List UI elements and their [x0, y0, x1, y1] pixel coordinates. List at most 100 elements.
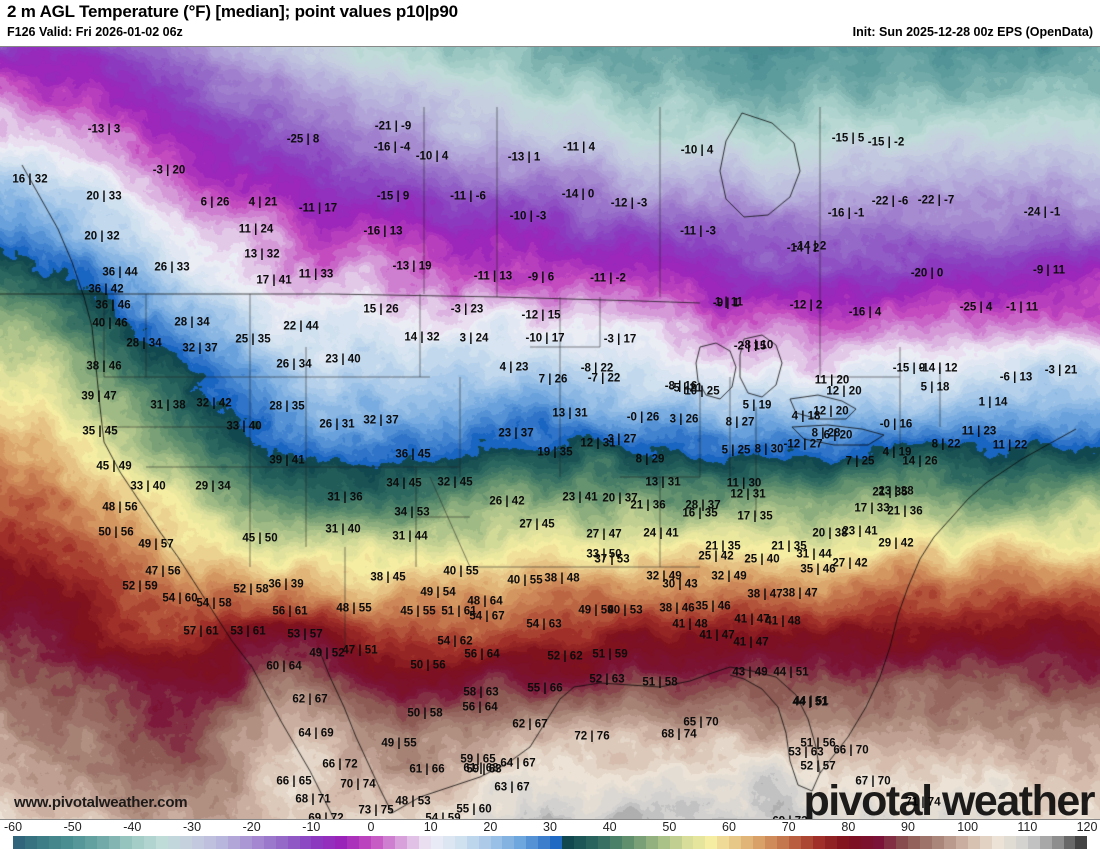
colorbar-segment [371, 836, 384, 849]
colorbar-segment [227, 836, 240, 849]
colorbar-segment [705, 836, 718, 849]
colorbar-segment [383, 836, 395, 849]
colorbar-tick-label: 90 [901, 820, 915, 834]
colorbar-segment [1027, 836, 1040, 849]
colorbar-tick-label: -50 [63, 820, 82, 834]
colorbar-segment [526, 836, 539, 849]
colorbar-segment [418, 836, 431, 849]
colorbar-ticks: -60 -50 -40 -30 -20 -10 0 10 20 30 40 50 60 70 80 90 100… [0, 820, 1100, 836]
colorbar-segment [1063, 836, 1076, 849]
colorbar-segment [24, 836, 37, 849]
colorbar-segment [1015, 836, 1028, 849]
colorbar-segment [251, 836, 264, 849]
colorbar-segment [36, 836, 49, 849]
colorbar-segment [311, 836, 324, 849]
colorbar-segment [681, 836, 694, 849]
colorbar-segment [215, 836, 228, 849]
colorbar-segment [550, 836, 563, 849]
colorbar-segment [395, 836, 407, 849]
valid-time-label: F126 Valid: Fri 2026-01-02 06z [7, 25, 183, 39]
colorbar-segment [741, 836, 754, 849]
colorbar-segment [239, 836, 252, 849]
colorbar-segment [48, 836, 61, 849]
colorbar-segment [586, 836, 598, 849]
map-raster-canvas [0, 47, 1100, 819]
colorbar-segment [96, 836, 109, 849]
colorbar-segment [180, 836, 193, 849]
colorbar-segment [299, 836, 312, 849]
colorbar-segment [645, 836, 658, 849]
colorbar-segment [991, 836, 1004, 849]
colorbar-tick-label: 0 [367, 820, 375, 834]
colorbar-segment [538, 836, 551, 849]
colorbar-segment [275, 836, 288, 849]
colorbar-segment [13, 836, 25, 849]
page-title: 2 m AGL Temperature (°F) [median]; point… [7, 2, 458, 21]
colorbar-segment [860, 836, 873, 849]
colorbar-segment [621, 836, 634, 849]
init-time-label: Init: Sun 2025-12-28 00z EPS (OpenData) [852, 25, 1093, 39]
colorbar-segment [657, 836, 670, 849]
colorbar-segment [168, 836, 181, 849]
colorbar-segment [753, 836, 766, 849]
colorbar-segment [765, 836, 777, 849]
colorbar-segment [490, 836, 503, 849]
colorbar-segment [956, 836, 968, 849]
colorbar-segment [693, 836, 706, 849]
colorbar-tick-label: 100 [957, 820, 979, 834]
colorbar-segment [944, 836, 957, 849]
colorbar-segment [908, 836, 921, 849]
colorbar-segment [335, 836, 348, 849]
colorbar-segment [156, 836, 169, 849]
colorbar-segment [932, 836, 945, 849]
colorbar-segment [454, 836, 467, 849]
colorbar-segment [669, 836, 682, 849]
colorbar-segment [132, 836, 145, 849]
colorbar-segment [609, 836, 622, 849]
temperature-map[interactable]: 16 | 32 -13 | 3 -3 | 20 20 | 33 6 | 26 4 | 21… [0, 46, 1100, 820]
colorbar-segment [848, 836, 861, 849]
colorbar-segment [1051, 836, 1064, 849]
colorbar-segment [359, 836, 372, 849]
colorbar-segment [788, 836, 801, 849]
colorbar-segment [884, 836, 897, 849]
colorbar-segment [60, 836, 73, 849]
colorbar-segment [430, 836, 443, 849]
map-header: 2 m AGL Temperature (°F) [median]; point… [0, 0, 1100, 46]
colorbar-segment [1039, 836, 1052, 849]
colorbar-segment [896, 836, 909, 849]
colorbar-segment [1075, 836, 1088, 849]
colorbar-tick-label: 80 [841, 820, 856, 834]
colorbar: -60 -50 -40 -30 -20 -10 0 10 20 30 40 50 60 70 80 90 100… [0, 820, 1100, 850]
colorbar-segment [562, 836, 575, 849]
brand-watermark: pivotal weather [803, 777, 1095, 820]
colorbar-segment [1003, 836, 1016, 849]
colorbar-tick-label: -10 [302, 820, 321, 834]
colorbar-tick-label: 120 [1076, 820, 1098, 834]
colorbar-segment [824, 836, 837, 849]
colorbar-segment [204, 836, 216, 849]
colorbar-segment [144, 836, 157, 849]
colorbar-tick-label: -20 [242, 820, 261, 834]
colorbar-segment [466, 836, 479, 849]
colorbar-segment [872, 836, 885, 849]
colorbar-segment [920, 836, 933, 849]
colorbar-tick-label: 110 [1017, 820, 1038, 834]
colorbar-segment [120, 836, 133, 849]
colorbar-segment [72, 836, 85, 849]
colorbar-tick-label: 40 [602, 820, 617, 834]
colorbar-segment [347, 836, 360, 849]
colorbar-segment [968, 836, 980, 849]
colorbar-segment [502, 836, 515, 849]
colorbar-segment [574, 836, 586, 849]
colorbar-segment [84, 836, 97, 849]
colorbar-segment [633, 836, 646, 849]
colorbar-segment [514, 836, 527, 849]
colorbar-tick-label: 70 [781, 820, 796, 834]
colorbar-segment [192, 836, 204, 849]
colorbar-segment [108, 836, 121, 849]
colorbar-tick-label: -40 [123, 820, 142, 834]
colorbar-tick-label: 10 [423, 820, 438, 834]
colorbar-tick-label: -60 [3, 820, 23, 834]
